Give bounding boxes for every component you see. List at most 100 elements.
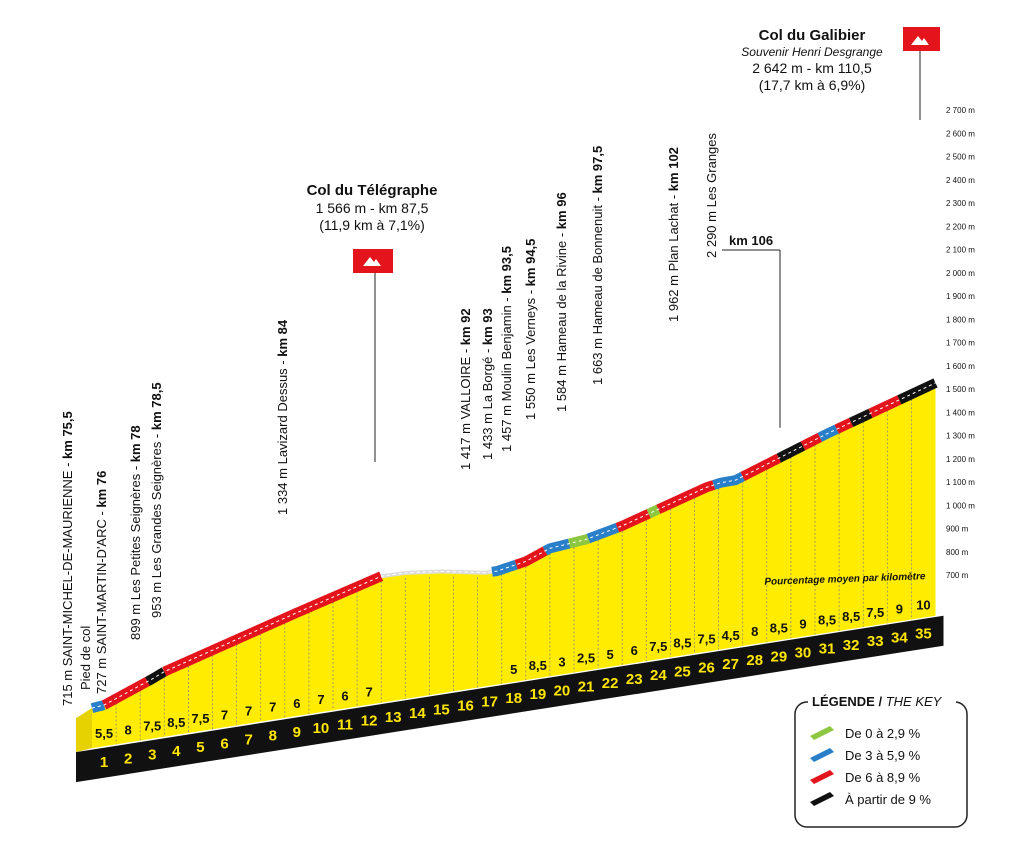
waypoint-text: 1 584 m Hameau de la Rivine - <box>554 229 569 412</box>
gradient-label: 8 <box>125 722 132 737</box>
gradient-label: 5 <box>607 647 614 662</box>
km-label: 20 <box>554 682 571 699</box>
gradient-label: 6 <box>631 643 638 658</box>
axis-label: 1 800 m <box>946 315 975 324</box>
km-label: 6 <box>220 735 228 752</box>
km-label: 22 <box>602 675 619 692</box>
axis-label: 1 000 m <box>946 501 975 510</box>
flag-icon <box>363 257 381 266</box>
waypoint-label: 715 m SAINT-MICHEL-DE-MAURIENNE - km 75,… <box>60 411 75 706</box>
legend-swatch <box>810 748 834 762</box>
km-label: 29 <box>771 648 788 665</box>
gradient-label: 8,5 <box>167 715 185 730</box>
waypoint-km: km 84 <box>275 319 290 357</box>
axis-label: 1 700 m <box>946 339 975 348</box>
km-label: 11 <box>337 716 353 733</box>
km-label: 21 <box>578 679 595 696</box>
km-label: 17 <box>481 694 498 711</box>
axis-label: 800 m <box>946 548 969 557</box>
waypoint-label: 1 334 m Lavizard Dessus - km 84 <box>275 319 290 515</box>
waypoint-text: 715 m SAINT-MICHEL-DE-MAURIENNE - <box>60 459 75 706</box>
gradient-label: 8,5 <box>842 609 860 624</box>
waypoint-text: 1 962 m Plan Lachat - <box>666 191 681 322</box>
km-label: 35 <box>915 626 932 643</box>
gradient-label: 7,5 <box>143 719 161 734</box>
gradient-label: 7,5 <box>698 632 716 647</box>
waypoint-text: 727 m SAINT-MARTIN-D'ARC - <box>94 508 109 694</box>
axis-label: 1 400 m <box>946 408 975 417</box>
gradient-label: 10 <box>916 598 930 613</box>
waypoint-km: km 93 <box>480 308 495 345</box>
waypoint-label: 727 m SAINT-MARTIN-D'ARC - km 76 <box>94 471 109 694</box>
axis-label: 1 500 m <box>946 385 975 394</box>
axis-label: 2 600 m <box>946 129 975 138</box>
axis-label: 2 700 m <box>946 106 975 115</box>
km-label: 28 <box>746 652 763 669</box>
gradient-label: 8,5 <box>529 658 547 673</box>
summit-detail: (17,7 km à 6,9%) <box>759 77 866 93</box>
waypoint-label: 2 290 m Les Granges <box>704 132 719 258</box>
waypoint-km: km 97,5 <box>590 146 605 194</box>
km-label: 3 <box>148 747 156 764</box>
waypoint-text: 1 334 m Lavizard Dessus - <box>275 357 290 515</box>
gradient-label: 8 <box>751 624 758 639</box>
km-label: 32 <box>843 637 860 654</box>
gradient-label: 3 <box>558 654 565 669</box>
km-label: 34 <box>891 629 908 646</box>
axis-label: 2 000 m <box>946 269 975 278</box>
km-band <box>76 615 944 783</box>
gradient-label: 7 <box>245 704 252 719</box>
gradient-label: 8,5 <box>673 635 691 650</box>
waypoint-km: km 75,5 <box>60 411 75 459</box>
waypoint-label: 1 417 m VALLOIRE - km 92 <box>458 308 473 470</box>
waypoint-label: 1 584 m Hameau de la Rivine - km 96 <box>554 192 569 412</box>
center-line <box>91 382 936 709</box>
legend-label: De 3 à 5,9 % <box>845 748 921 763</box>
legend-swatch <box>810 726 834 740</box>
legend-title-fr: LÉGENDE / <box>812 694 882 709</box>
km-label: 33 <box>867 633 884 650</box>
flag-icon <box>911 36 929 45</box>
gradient-segment <box>613 509 653 533</box>
gradient-label: 7 <box>221 707 228 722</box>
gradient-label: 7 <box>269 700 276 715</box>
axis-label: 2 100 m <box>946 246 975 255</box>
waypoint-text: 1 433 m La Borgé - <box>480 345 495 460</box>
waypoint-label: 1 663 m Hameau de Bonnenuit - km 97,5 <box>590 146 605 385</box>
axis-label: 1 600 m <box>946 362 975 371</box>
axis-label: 2 200 m <box>946 222 975 231</box>
gradient-label: 7 <box>317 692 324 707</box>
km-label: 30 <box>795 645 812 662</box>
km-label: 27 <box>722 656 739 673</box>
summit-subtitle: Souvenir Henri Desgrange <box>741 45 883 59</box>
waypoint-km: km 106 <box>729 233 773 248</box>
waypoint-text: 1 417 m VALLOIRE - <box>458 345 473 470</box>
summit-name: Col du Galibier <box>759 27 866 44</box>
waypoints: 715 m SAINT-MICHEL-DE-MAURIENNE - km 75,… <box>60 132 781 706</box>
summit-detail: 2 642 m - km 110,5 <box>752 60 872 76</box>
legend-box <box>794 701 968 828</box>
km-label: 13 <box>385 709 402 726</box>
km-label: 10 <box>313 720 330 737</box>
waypoint-km: km 78 <box>128 425 143 462</box>
km-label: 14 <box>409 705 426 722</box>
flag <box>903 27 940 51</box>
km-label: 15 <box>433 701 450 718</box>
gradient-label: 7 <box>366 685 373 700</box>
waypoint-label: 1 433 m La Borgé - km 93 <box>480 308 495 460</box>
side-face <box>76 708 92 753</box>
gradient-label: 2,5 <box>577 651 595 666</box>
km-label: 31 <box>819 641 836 658</box>
gradient-label: 7,5 <box>191 711 209 726</box>
km-label: 1 <box>100 754 108 771</box>
waypoint-km: km 93,5 <box>499 246 514 294</box>
waypoint-label: 1 550 m Les Verneys - km 94,5 <box>523 239 538 420</box>
axis-label: 1 200 m <box>946 455 975 464</box>
legend-title: LÉGENDE / THE KEY <box>812 694 943 709</box>
km-label: 16 <box>457 697 474 714</box>
axis-label: 900 m <box>946 525 969 534</box>
gradient-label: 5 <box>510 662 517 677</box>
axis-label: 2 500 m <box>946 153 975 162</box>
waypoint-km: km 94,5 <box>523 239 538 287</box>
